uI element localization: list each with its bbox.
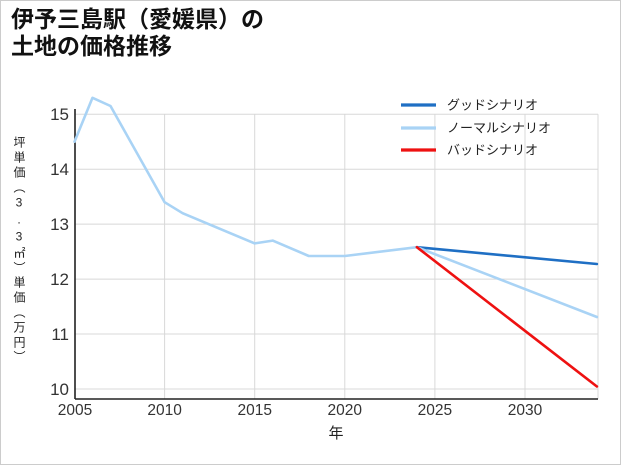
- svg-text:14: 14: [50, 160, 69, 179]
- svg-text:2030: 2030: [508, 402, 543, 419]
- svg-text:2005: 2005: [58, 402, 92, 419]
- svg-text:グッドシナリオ: グッドシナリオ: [447, 98, 538, 113]
- svg-text:2015: 2015: [237, 402, 271, 419]
- svg-text:11: 11: [51, 325, 69, 344]
- svg-text:10: 10: [50, 380, 69, 399]
- svg-text:12: 12: [50, 270, 69, 289]
- svg-text:2025: 2025: [418, 402, 452, 419]
- svg-text:2010: 2010: [147, 402, 182, 419]
- svg-text:2020: 2020: [328, 402, 363, 419]
- svg-text:バッドシナリオ: バッドシナリオ: [447, 143, 538, 158]
- svg-text:13: 13: [50, 215, 69, 234]
- svg-text:15: 15: [50, 105, 69, 124]
- svg-text:ノーマルシナリオ: ノーマルシナリオ: [447, 121, 551, 136]
